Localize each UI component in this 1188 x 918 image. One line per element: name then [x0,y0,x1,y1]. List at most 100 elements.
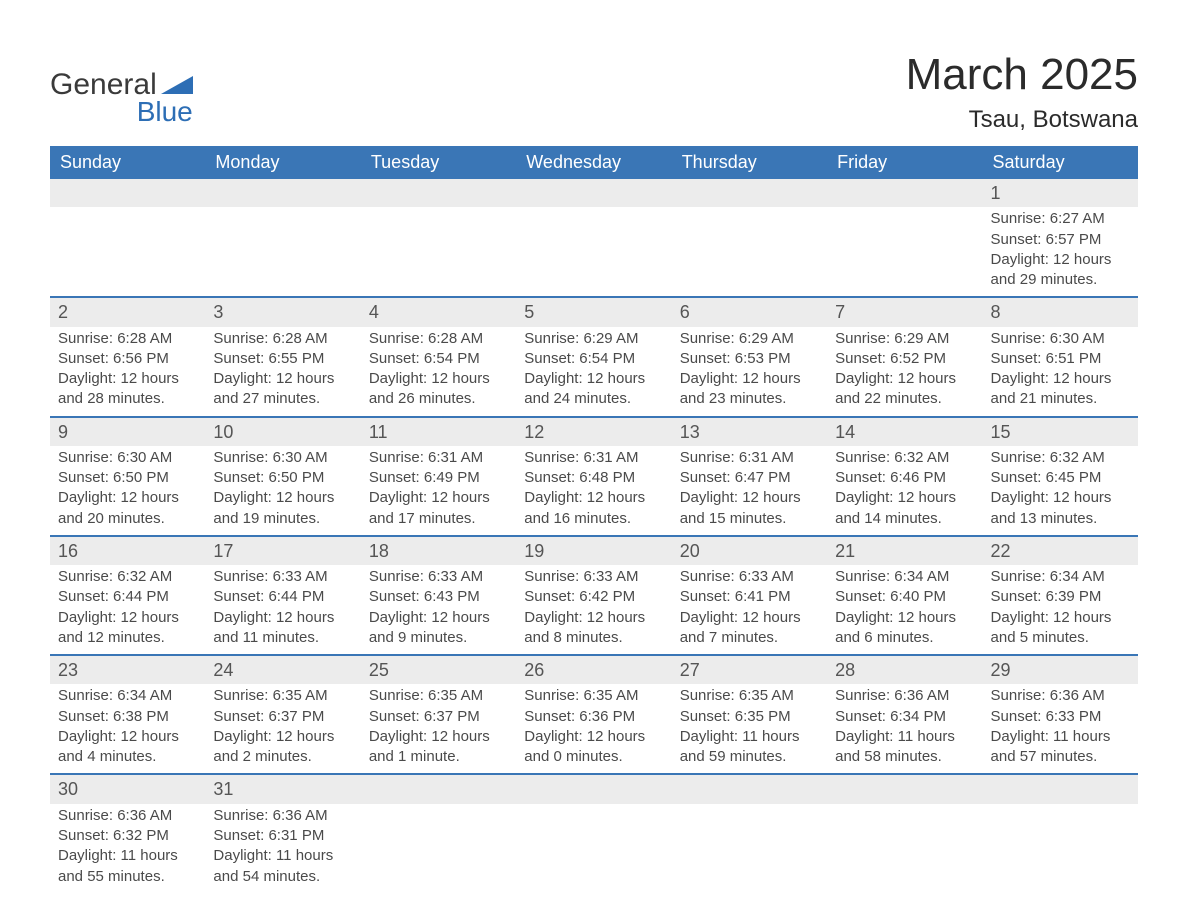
title-block: March 2025 Tsau, Botswana [906,50,1138,134]
daylight2-text: and 22 minutes. [835,389,974,409]
daylight1-text: Daylight: 12 hours [213,727,352,747]
day-number: 21 [827,537,982,565]
day-number: 15 [983,418,1138,446]
sunset-text: Sunset: 6:52 PM [835,349,974,369]
logo-triangle-icon [161,72,193,94]
logo-text-blue: Blue [136,96,193,128]
sunrise-text: Sunrise: 6:35 AM [369,686,508,706]
day-cell [672,804,827,893]
daylight2-text: and 21 minutes. [991,389,1130,409]
sunset-text: Sunset: 6:32 PM [58,826,197,846]
daylight1-text: Daylight: 12 hours [524,727,663,747]
day-cell: Sunrise: 6:35 AMSunset: 6:37 PMDaylight:… [361,684,516,773]
day-number-row: 9101112131415 [50,418,1138,446]
sunrise-text: Sunrise: 6:36 AM [213,806,352,826]
week-block: 9101112131415Sunrise: 6:30 AMSunset: 6:5… [50,416,1138,535]
sunset-text: Sunset: 6:56 PM [58,349,197,369]
sunrise-text: Sunrise: 6:28 AM [58,329,197,349]
day-number: 22 [983,537,1138,565]
sunrise-text: Sunrise: 6:32 AM [991,448,1130,468]
daylight2-text: and 57 minutes. [991,747,1130,767]
daylight2-text: and 16 minutes. [524,509,663,529]
day-number [516,775,671,803]
day-cell [827,207,982,296]
day-cell: Sunrise: 6:29 AMSunset: 6:54 PMDaylight:… [516,327,671,416]
day-number: 24 [205,656,360,684]
daylight1-text: Daylight: 12 hours [524,608,663,628]
weeks-container: 1Sunrise: 6:27 AMSunset: 6:57 PMDaylight… [50,179,1138,893]
sunset-text: Sunset: 6:46 PM [835,468,974,488]
sunrise-text: Sunrise: 6:32 AM [58,567,197,587]
daylight2-text: and 24 minutes. [524,389,663,409]
sunrise-text: Sunrise: 6:31 AM [369,448,508,468]
day-cell: Sunrise: 6:29 AMSunset: 6:52 PMDaylight:… [827,327,982,416]
day-number: 9 [50,418,205,446]
day-cell: Sunrise: 6:34 AMSunset: 6:38 PMDaylight:… [50,684,205,773]
daylight1-text: Daylight: 12 hours [213,488,352,508]
day-number: 19 [516,537,671,565]
day-number: 7 [827,298,982,326]
daylight1-text: Daylight: 12 hours [680,608,819,628]
sunrise-text: Sunrise: 6:36 AM [835,686,974,706]
day-cell: Sunrise: 6:32 AMSunset: 6:46 PMDaylight:… [827,446,982,535]
day-number: 1 [983,179,1138,207]
day-cell: Sunrise: 6:32 AMSunset: 6:45 PMDaylight:… [983,446,1138,535]
day-number: 13 [672,418,827,446]
day-number: 25 [361,656,516,684]
day-content-row: Sunrise: 6:34 AMSunset: 6:38 PMDaylight:… [50,684,1138,773]
day-cell: Sunrise: 6:33 AMSunset: 6:44 PMDaylight:… [205,565,360,654]
sunset-text: Sunset: 6:41 PM [680,587,819,607]
day-cell: Sunrise: 6:31 AMSunset: 6:48 PMDaylight:… [516,446,671,535]
day-number: 30 [50,775,205,803]
day-number: 12 [516,418,671,446]
day-number: 20 [672,537,827,565]
day-number-row: 3031 [50,775,1138,803]
daylight2-text: and 55 minutes. [58,867,197,887]
month-title: March 2025 [906,50,1138,100]
sunset-text: Sunset: 6:31 PM [213,826,352,846]
daylight2-text: and 5 minutes. [991,628,1130,648]
day-number: 14 [827,418,982,446]
day-number [361,179,516,207]
daylight2-text: and 6 minutes. [835,628,974,648]
daylight1-text: Daylight: 12 hours [58,488,197,508]
day-number: 28 [827,656,982,684]
day-cell [361,207,516,296]
day-number [205,179,360,207]
sunrise-text: Sunrise: 6:29 AM [835,329,974,349]
sunset-text: Sunset: 6:40 PM [835,587,974,607]
day-number: 17 [205,537,360,565]
sunset-text: Sunset: 6:36 PM [524,707,663,727]
daylight2-text: and 13 minutes. [991,509,1130,529]
day-number: 2 [50,298,205,326]
day-cell: Sunrise: 6:28 AMSunset: 6:56 PMDaylight:… [50,327,205,416]
weekday-header-row: Sunday Monday Tuesday Wednesday Thursday… [50,146,1138,179]
daylight2-text: and 1 minute. [369,747,508,767]
sunrise-text: Sunrise: 6:36 AM [991,686,1130,706]
sunset-text: Sunset: 6:45 PM [991,468,1130,488]
sunrise-text: Sunrise: 6:28 AM [369,329,508,349]
day-number: 31 [205,775,360,803]
sunrise-text: Sunrise: 6:34 AM [991,567,1130,587]
sunrise-text: Sunrise: 6:28 AM [213,329,352,349]
day-number: 4 [361,298,516,326]
day-number: 11 [361,418,516,446]
day-cell [516,804,671,893]
day-number: 27 [672,656,827,684]
day-cell: Sunrise: 6:30 AMSunset: 6:50 PMDaylight:… [205,446,360,535]
daylight1-text: Daylight: 12 hours [369,727,508,747]
daylight1-text: Daylight: 12 hours [369,369,508,389]
day-number [827,179,982,207]
day-cell [205,207,360,296]
day-number: 10 [205,418,360,446]
weekday-header: Saturday [983,146,1138,179]
day-number [516,179,671,207]
day-cell: Sunrise: 6:34 AMSunset: 6:39 PMDaylight:… [983,565,1138,654]
day-number [361,775,516,803]
day-cell [361,804,516,893]
sunrise-text: Sunrise: 6:36 AM [58,806,197,826]
day-cell [983,804,1138,893]
daylight1-text: Daylight: 12 hours [991,608,1130,628]
day-number-row: 23242526272829 [50,656,1138,684]
day-number-row: 2345678 [50,298,1138,326]
